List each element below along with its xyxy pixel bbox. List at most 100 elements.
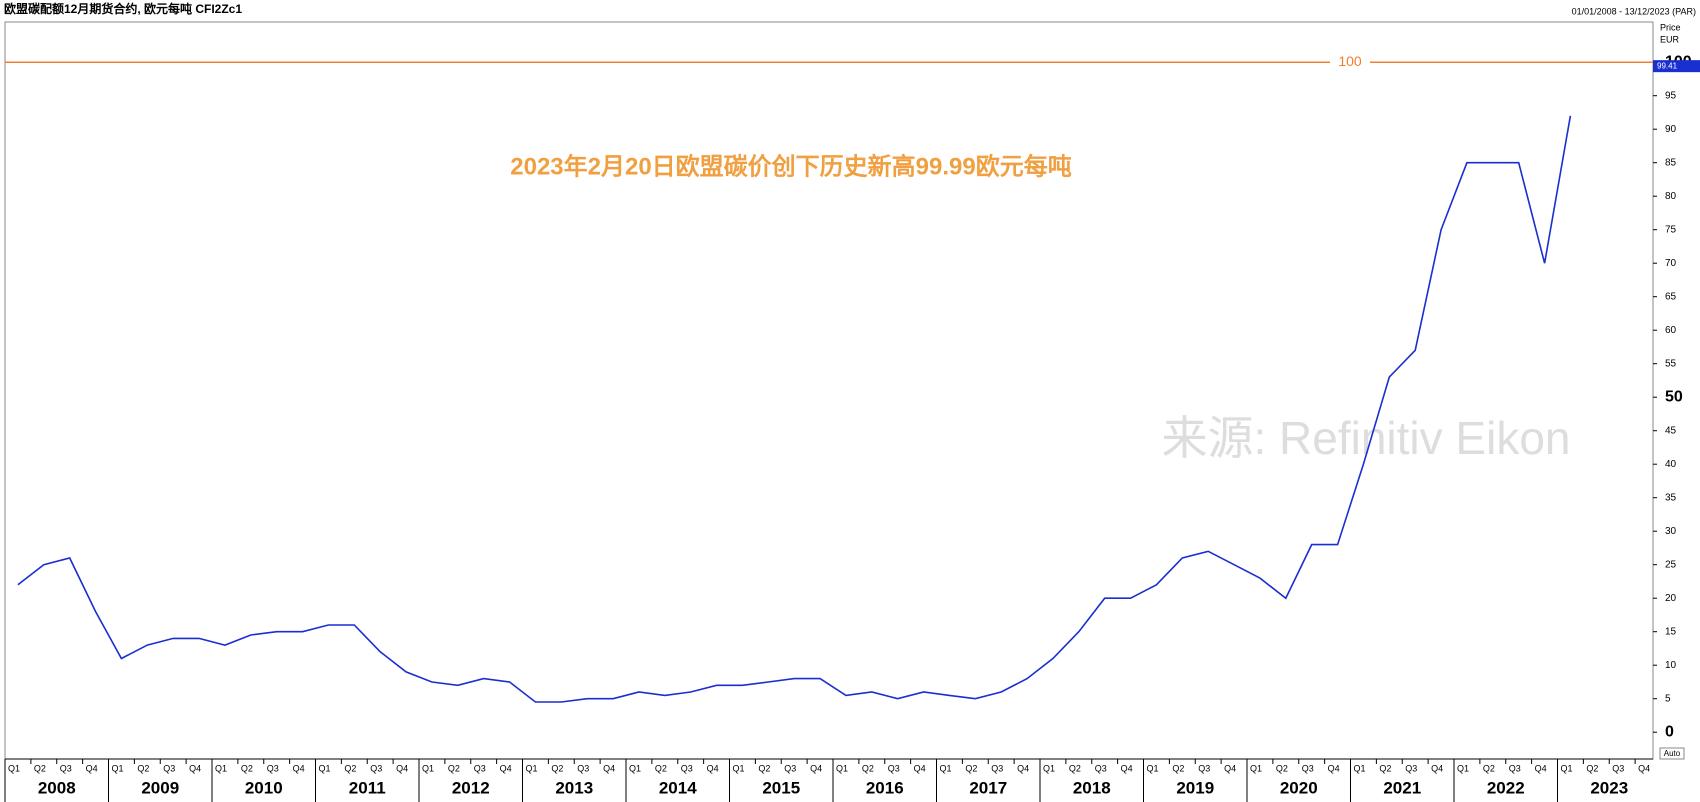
year-label: 2014 (659, 778, 697, 797)
quarter-label: Q3 (888, 763, 900, 773)
year-label: 2016 (866, 778, 904, 797)
year-label: 2011 (349, 778, 386, 797)
last-value-box (1653, 60, 1700, 73)
year-label: 2018 (1073, 778, 1111, 797)
year-label: 2019 (1176, 778, 1214, 797)
year-label: 2012 (452, 778, 490, 797)
quarter-label: Q1 (215, 763, 227, 773)
y-tick-label: 65 (1665, 291, 1677, 302)
y-tick-label: 40 (1665, 459, 1677, 470)
price-line (17, 115, 1572, 703)
quarter-label: Q1 (1250, 763, 1262, 773)
y-tick-label: 60 (1665, 325, 1677, 336)
quarter-label: Q2 (862, 763, 874, 773)
quarter-label: Q2 (1379, 763, 1391, 773)
quarter-label: Q4 (707, 763, 719, 773)
quarter-label: Q4 (1535, 763, 1547, 773)
auto-box[interactable] (1659, 747, 1685, 760)
y-tick-label: 45 (1665, 425, 1677, 436)
quarter-label: Q1 (112, 763, 124, 773)
quarter-label: Q4 (189, 763, 201, 773)
quarter-label: Q1 (1457, 763, 1469, 773)
auto-label[interactable]: Auto (1664, 749, 1681, 758)
quarter-label: Q4 (86, 763, 98, 773)
quarter-label: Q3 (370, 763, 382, 773)
y-tick-label: 70 (1665, 258, 1677, 269)
y-tick-label: 0 (1665, 723, 1674, 740)
date-range: 01/01/2008 - 13/12/2023 (PAR) (1572, 6, 1696, 16)
quarter-label: Q3 (681, 763, 693, 773)
quarter-label: Q2 (1172, 763, 1184, 773)
quarter-label: Q3 (991, 763, 1003, 773)
quarter-label: Q4 (293, 763, 305, 773)
quarter-label: Q4 (914, 763, 926, 773)
quarter-label: Q4 (1017, 763, 1029, 773)
quarter-label: Q3 (60, 763, 72, 773)
quarter-label: Q3 (267, 763, 279, 773)
quarter-label: Q3 (1509, 763, 1521, 773)
y-tick-label: 35 (1665, 492, 1677, 503)
quarter-label: Q4 (500, 763, 512, 773)
reference-label-bg (1330, 54, 1370, 71)
quarter-label: Q4 (1638, 763, 1650, 773)
quarter-label: Q3 (474, 763, 486, 773)
quarter-label: Q1 (526, 763, 538, 773)
quarter-label: Q3 (784, 763, 796, 773)
quarter-label: Q1 (422, 763, 434, 773)
y-tick-label: 50 (1665, 388, 1683, 405)
quarter-label: Q2 (551, 763, 563, 773)
annotation: 2023年2月20日欧盟碳价创下历史新高99.99欧元每吨 (510, 152, 1072, 180)
year-label: 2021 (1383, 778, 1421, 797)
year-label: 2013 (555, 778, 593, 797)
quarter-label: Q1 (940, 763, 952, 773)
quarter-label: Q3 (1095, 763, 1107, 773)
quarter-label: Q2 (758, 763, 770, 773)
quarter-label: Q3 (1405, 763, 1417, 773)
year-label: 2023 (1590, 778, 1628, 797)
quarter-label: Q2 (241, 763, 253, 773)
quarter-label: Q3 (163, 763, 175, 773)
quarter-label: Q4 (1431, 763, 1443, 773)
quarter-label: Q2 (137, 763, 149, 773)
y-tick-label: 5 (1665, 693, 1671, 704)
y-tick-label: 30 (1665, 526, 1677, 537)
quarter-label: Q4 (810, 763, 822, 773)
quarter-label: Q2 (448, 763, 460, 773)
quarter-label: Q1 (8, 763, 20, 773)
chart-title: 欧盟碳配额12月期货合约, 欧元每吨 CFI2Zc1 (4, 1, 242, 16)
y-tick-label: 25 (1665, 559, 1677, 570)
year-label: 2017 (969, 778, 1007, 797)
y-tick-label: 10 (1665, 660, 1677, 671)
quarter-label: Q2 (1276, 763, 1288, 773)
y-tick-label: 15 (1665, 626, 1677, 637)
year-label: 2010 (245, 778, 283, 797)
y-tick-label: 75 (1665, 224, 1677, 235)
quarter-label: Q3 (577, 763, 589, 773)
quarter-label: Q3 (1198, 763, 1210, 773)
quarter-label: Q1 (836, 763, 848, 773)
year-label: 2020 (1280, 778, 1318, 797)
quarter-label: Q4 (1328, 763, 1340, 773)
quarter-label: Q2 (344, 763, 356, 773)
quarter-label: Q2 (1069, 763, 1081, 773)
quarter-label: Q2 (1483, 763, 1495, 773)
quarter-label: Q2 (1586, 763, 1598, 773)
quarter-label: Q3 (1302, 763, 1314, 773)
quarter-label: Q1 (1043, 763, 1055, 773)
quarter-label: Q1 (319, 763, 331, 773)
year-label: 2015 (762, 778, 800, 797)
year-label: 2008 (38, 778, 76, 797)
quarter-label: Q1 (733, 763, 745, 773)
year-label: 2022 (1487, 778, 1525, 797)
quarter-label: Q2 (965, 763, 977, 773)
y-tick-label: 80 (1665, 191, 1677, 202)
quarter-label: Q4 (396, 763, 408, 773)
quarter-label: Q1 (629, 763, 641, 773)
quarter-label: Q4 (1224, 763, 1236, 773)
quarter-label: Q1 (1354, 763, 1366, 773)
y-axis-label: Price (1660, 22, 1681, 32)
quarter-label: Q4 (603, 763, 615, 773)
